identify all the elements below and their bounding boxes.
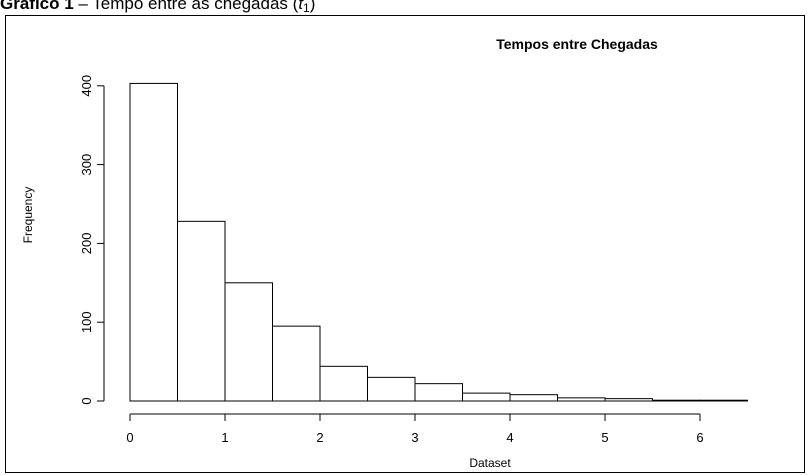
- histogram-bar: [367, 376, 416, 402]
- x-tick-label: 1: [221, 430, 228, 445]
- y-axis-label: Frequency: [21, 187, 35, 244]
- histogram-bar: [604, 398, 653, 402]
- histogram-bar: [699, 399, 748, 402]
- y-tick-label: 200: [79, 233, 94, 255]
- plot-frame: [5, 15, 805, 473]
- x-tick-label: 3: [411, 430, 418, 445]
- x-axis-label: Dataset: [469, 456, 511, 470]
- histogram-bar: [177, 220, 226, 402]
- caption-subscript: 1: [303, 1, 310, 15]
- histogram-bar: [414, 383, 463, 402]
- histogram-bar: [557, 397, 606, 402]
- x-tick-label: 5: [601, 430, 608, 445]
- bars-group: [129, 82, 748, 402]
- x-tick-label: 0: [126, 430, 133, 445]
- x-axis: 0 1 2 3 4 5 6: [126, 413, 704, 445]
- histogram-bar: [272, 325, 321, 402]
- caption-label: Gráfico 1: [0, 0, 74, 13]
- y-tick-label: 100: [79, 311, 94, 333]
- x-tick-label: 6: [696, 430, 703, 445]
- histogram-bar: [319, 365, 368, 402]
- histogram-bar: [224, 282, 273, 402]
- histogram-bar: [509, 394, 558, 402]
- caption-symbol: t: [298, 0, 304, 13]
- histogram-bar: [462, 392, 511, 402]
- y-axis: 0 100 200 300 400: [79, 75, 105, 405]
- y-tick-label: 0: [79, 397, 94, 404]
- x-tick-label: 2: [316, 430, 323, 445]
- chart-title: Tempos entre Chegadas: [496, 36, 658, 52]
- figure-caption: Gráfico 1 – Tempo entre as chegadas (t1): [0, 0, 315, 16]
- histogram-bar: [652, 399, 701, 402]
- y-tick-label: 300: [79, 154, 94, 176]
- caption-close: ): [309, 0, 316, 13]
- y-tick-label: 400: [79, 75, 94, 97]
- histogram-bar: [129, 82, 178, 402]
- caption-text: – Tempo entre as chegadas (: [73, 0, 299, 13]
- x-tick-label: 4: [506, 430, 513, 445]
